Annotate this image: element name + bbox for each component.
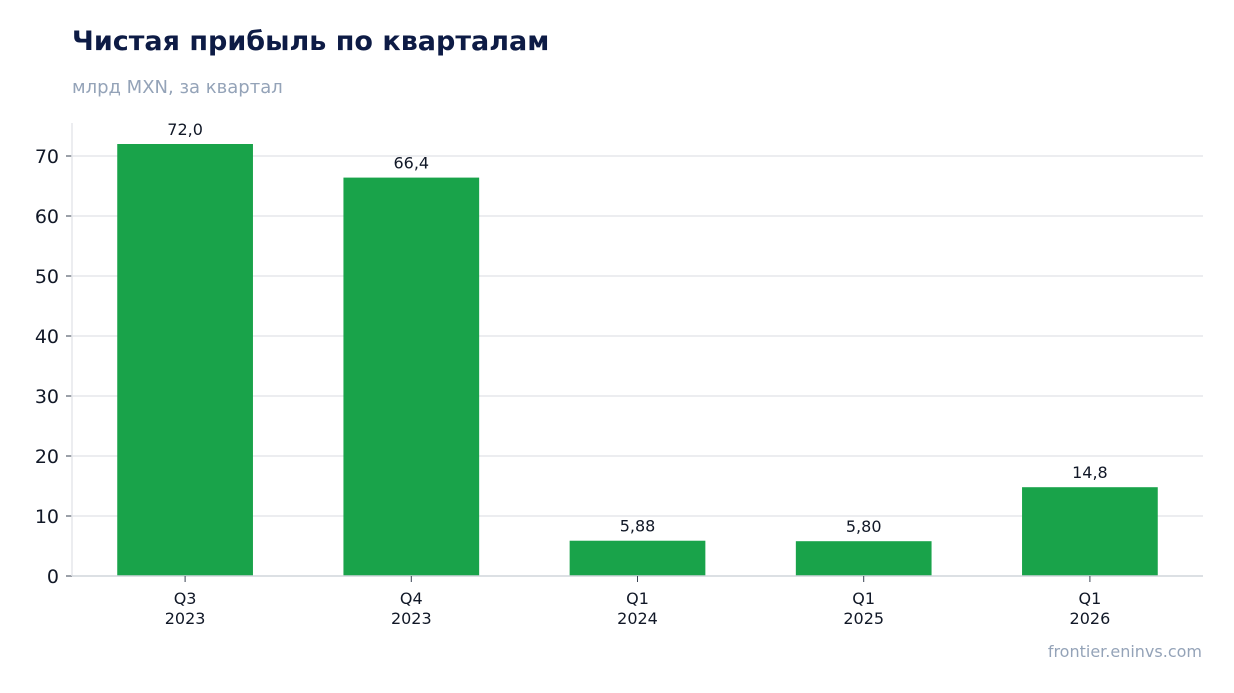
bar xyxy=(1022,487,1158,576)
data-label: 66,4 xyxy=(393,154,429,173)
data-labels: 72,0 66,4 5,88 5,80 14,8 xyxy=(167,120,1107,536)
chart-title: Чистая прибыль по кварталам xyxy=(72,26,550,57)
y-tick-label: 0 xyxy=(47,566,59,588)
y-tick-label: 60 xyxy=(35,206,59,228)
grid-lines xyxy=(72,155,1203,517)
y-tick-label: 10 xyxy=(35,506,59,528)
data-label: 5,88 xyxy=(620,517,656,536)
bar xyxy=(569,540,706,576)
y-tick-label: 30 xyxy=(35,386,59,408)
x-tick-label: Q1 xyxy=(852,589,875,608)
data-label: 5,80 xyxy=(846,517,882,536)
chart-subtitle: млрд MXN, за квартал xyxy=(72,77,283,98)
bar xyxy=(795,541,932,576)
y-axis: 0 10 20 30 40 50 60 70 xyxy=(35,123,73,588)
source-credit: frontier.eninvs.com xyxy=(1047,642,1202,661)
y-tick-label: 20 xyxy=(35,446,59,468)
data-label: 14,8 xyxy=(1072,463,1108,482)
x-tick-label: Q4 xyxy=(400,589,423,608)
data-label: 72,0 xyxy=(167,120,203,139)
bar xyxy=(117,144,253,576)
x-tick-label: 2025 xyxy=(843,609,884,628)
y-tick-label: 40 xyxy=(35,326,59,348)
x-tick-label: 2023 xyxy=(165,609,206,628)
x-tick-label: Q3 xyxy=(174,589,197,608)
x-tick-label: Q1 xyxy=(1079,589,1102,608)
x-tick-label: 2024 xyxy=(617,609,658,628)
bars xyxy=(117,144,1158,576)
bar xyxy=(343,177,480,576)
x-tick-label: 2026 xyxy=(1070,609,1111,628)
x-tick-label: Q1 xyxy=(626,589,649,608)
y-tick-label: 70 xyxy=(35,146,59,168)
x-tick-label: 2023 xyxy=(391,609,432,628)
y-tick-label: 50 xyxy=(35,266,59,288)
